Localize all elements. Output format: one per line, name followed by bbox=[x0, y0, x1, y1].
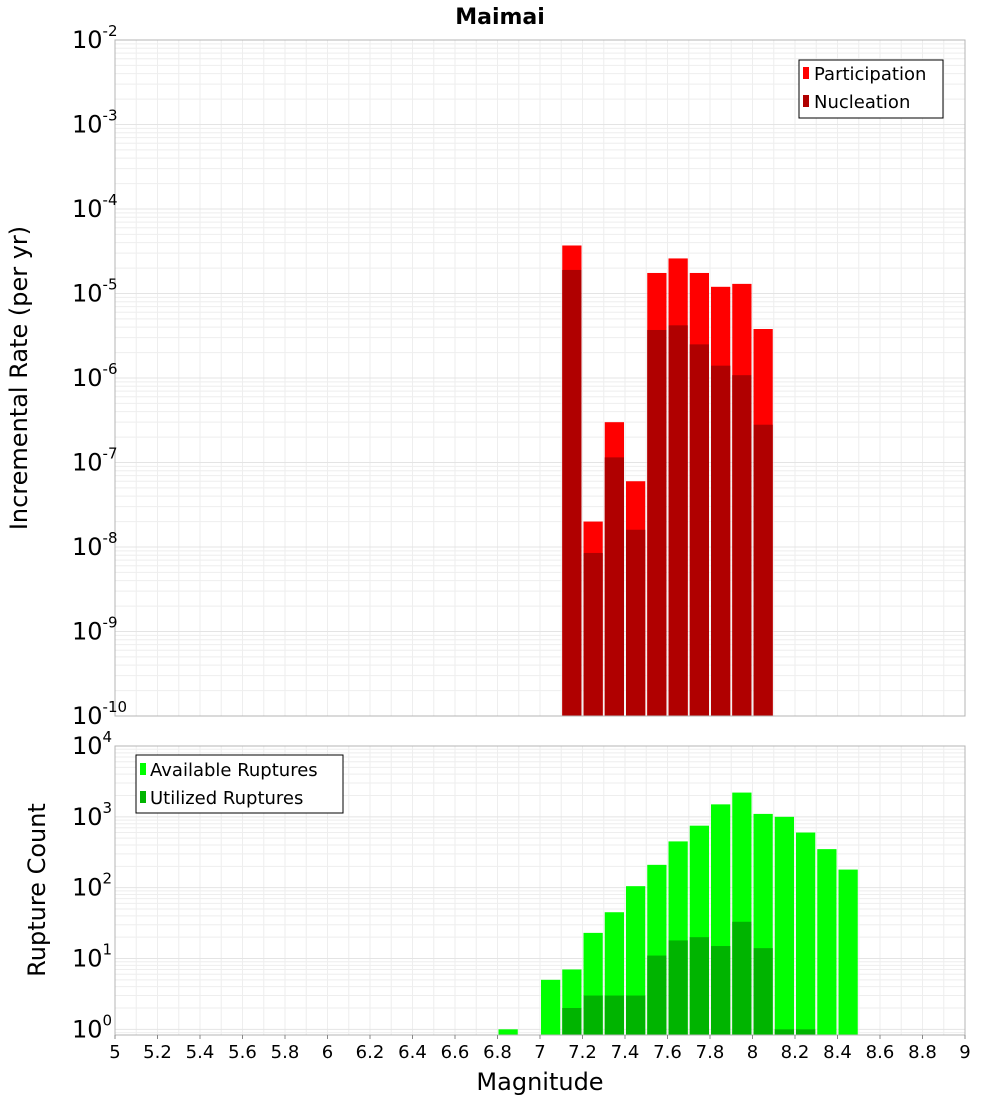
bottom-y-tick-label: 104 bbox=[72, 728, 112, 760]
top-y-ticks: 10-10 10-9 10-8 10-7 10-6 10-5 10-4 10-3 10-2 bbox=[72, 22, 127, 730]
nucleation-bar bbox=[583, 552, 603, 716]
top-y-tick-label: 10-6 bbox=[72, 360, 118, 392]
utilized-ruptures-bar bbox=[562, 1008, 582, 1035]
x-tick-label: 7 bbox=[534, 1042, 545, 1063]
available-ruptures-bar bbox=[838, 869, 858, 1035]
available-legend-swatch bbox=[140, 763, 146, 775]
bottom-y-tick-label: 101 bbox=[72, 941, 112, 973]
x-tick-label: 7.2 bbox=[568, 1042, 597, 1063]
top-grid bbox=[114, 40, 966, 717]
utilized-ruptures-bar bbox=[647, 955, 667, 1035]
top-legend: Participation Nucleation bbox=[798, 59, 944, 119]
x-tick-label: 8.4 bbox=[823, 1042, 852, 1063]
nucleation-bar bbox=[711, 365, 731, 716]
utilized-legend-label: Utilized Ruptures bbox=[150, 788, 303, 809]
x-tick-label: 5.8 bbox=[271, 1042, 300, 1063]
top-y-tick-label: 10-4 bbox=[72, 191, 118, 223]
top-y-tick-label: 10-5 bbox=[72, 276, 118, 308]
available-ruptures-bar bbox=[498, 1029, 518, 1035]
bottom-panel: 100 101 102 103 104 5 5.2 5.4 5.6 5.8 6 6.2 6.4 6.6 6.… bbox=[72, 728, 971, 1063]
utilized-ruptures-bar bbox=[732, 921, 752, 1035]
nucleation-bar bbox=[604, 457, 624, 716]
bottom-y-tick-label: 102 bbox=[72, 870, 112, 902]
x-tick-label: 7.6 bbox=[653, 1042, 682, 1063]
x-tick-label: 6 bbox=[322, 1042, 333, 1063]
top-y-tick-label: 10-7 bbox=[72, 445, 118, 477]
x-tick-label: 5.6 bbox=[228, 1042, 257, 1063]
top-y-axis-title: Incremental Rate (per yr) bbox=[5, 226, 33, 530]
x-tick-label: 8.2 bbox=[781, 1042, 810, 1063]
nucleation-series bbox=[562, 269, 773, 716]
x-tick-label: 5.2 bbox=[143, 1042, 172, 1063]
bottom-legend-frame bbox=[135, 754, 344, 814]
participation-legend-label: Participation bbox=[814, 64, 926, 85]
x-tick-label: 5 bbox=[109, 1042, 120, 1063]
x-tick-label: 9 bbox=[959, 1042, 970, 1063]
x-tick-label: 8.8 bbox=[908, 1042, 937, 1063]
utilized-ruptures-series bbox=[562, 921, 816, 1035]
top-panel: 10-10 10-9 10-8 10-7 10-6 10-5 10-4 10-3 10-2 bbox=[72, 22, 966, 730]
nucleation-legend-swatch bbox=[803, 95, 809, 107]
utilized-ruptures-bar bbox=[668, 940, 688, 1035]
nucleation-bar bbox=[689, 344, 709, 716]
utilized-ruptures-bar bbox=[774, 1029, 794, 1035]
x-tick-label: 7.4 bbox=[611, 1042, 640, 1063]
utilized-ruptures-bar bbox=[711, 946, 731, 1035]
x-tick-label: 6.6 bbox=[441, 1042, 470, 1063]
available-legend-label: Available Ruptures bbox=[150, 760, 318, 781]
nucleation-bar bbox=[626, 529, 646, 716]
chart-title: Maimai bbox=[455, 5, 545, 30]
nucleation-bar bbox=[668, 325, 688, 716]
utilized-ruptures-bar bbox=[604, 995, 624, 1035]
utilized-ruptures-bar bbox=[626, 995, 646, 1035]
utilized-ruptures-bar bbox=[753, 948, 773, 1035]
bottom-grid bbox=[114, 746, 966, 1035]
x-tick-label: 6.2 bbox=[356, 1042, 385, 1063]
top-y-tick-label: 10-2 bbox=[72, 22, 118, 54]
bottom-legend: Available Ruptures Utilized Ruptures bbox=[135, 754, 344, 814]
top-y-tick-label: 10-10 bbox=[72, 698, 127, 730]
nucleation-bar bbox=[647, 329, 667, 716]
nucleation-bar bbox=[562, 269, 582, 716]
available-ruptures-bar bbox=[796, 832, 816, 1035]
bottom-y-axis-title: Rupture Count bbox=[23, 803, 51, 977]
utilized-ruptures-bar bbox=[689, 937, 709, 1035]
available-ruptures-bar bbox=[817, 849, 837, 1035]
x-tick-label: 8.6 bbox=[866, 1042, 895, 1063]
top-legend-frame bbox=[798, 59, 944, 119]
top-y-tick-label: 10-8 bbox=[72, 529, 118, 561]
available-ruptures-bar bbox=[774, 816, 794, 1035]
utilized-ruptures-bar bbox=[583, 995, 603, 1035]
bottom-y-tick-label: 100 bbox=[72, 1011, 112, 1043]
x-axis-title: Magnitude bbox=[476, 1068, 603, 1096]
x-tick-label: 5.4 bbox=[186, 1042, 215, 1063]
available-ruptures-bar bbox=[541, 979, 561, 1035]
top-plot-frame bbox=[114, 39, 966, 717]
nucleation-legend-label: Nucleation bbox=[814, 92, 910, 113]
top-y-tick-label: 10-9 bbox=[72, 614, 118, 646]
utilized-ruptures-bar bbox=[796, 1029, 816, 1035]
x-ticks: 5 5.2 5.4 5.6 5.8 6 6.2 6.4 6.6 6.8 7 7.2 7.4 7.6 7.8 8… bbox=[109, 1035, 971, 1063]
top-y-tick-label: 10-3 bbox=[72, 107, 118, 139]
bottom-y-tick-label: 103 bbox=[72, 799, 112, 831]
utilized-legend-swatch bbox=[140, 791, 146, 803]
x-tick-label: 6.8 bbox=[483, 1042, 512, 1063]
x-tick-label: 7.8 bbox=[696, 1042, 725, 1063]
nucleation-bar bbox=[753, 424, 773, 716]
bottom-y-ticks: 100 101 102 103 104 bbox=[72, 728, 112, 1043]
nucleation-bar bbox=[732, 375, 752, 716]
x-tick-label: 6.4 bbox=[398, 1042, 427, 1063]
x-tick-label: 8 bbox=[747, 1042, 758, 1063]
participation-legend-swatch bbox=[803, 67, 809, 79]
